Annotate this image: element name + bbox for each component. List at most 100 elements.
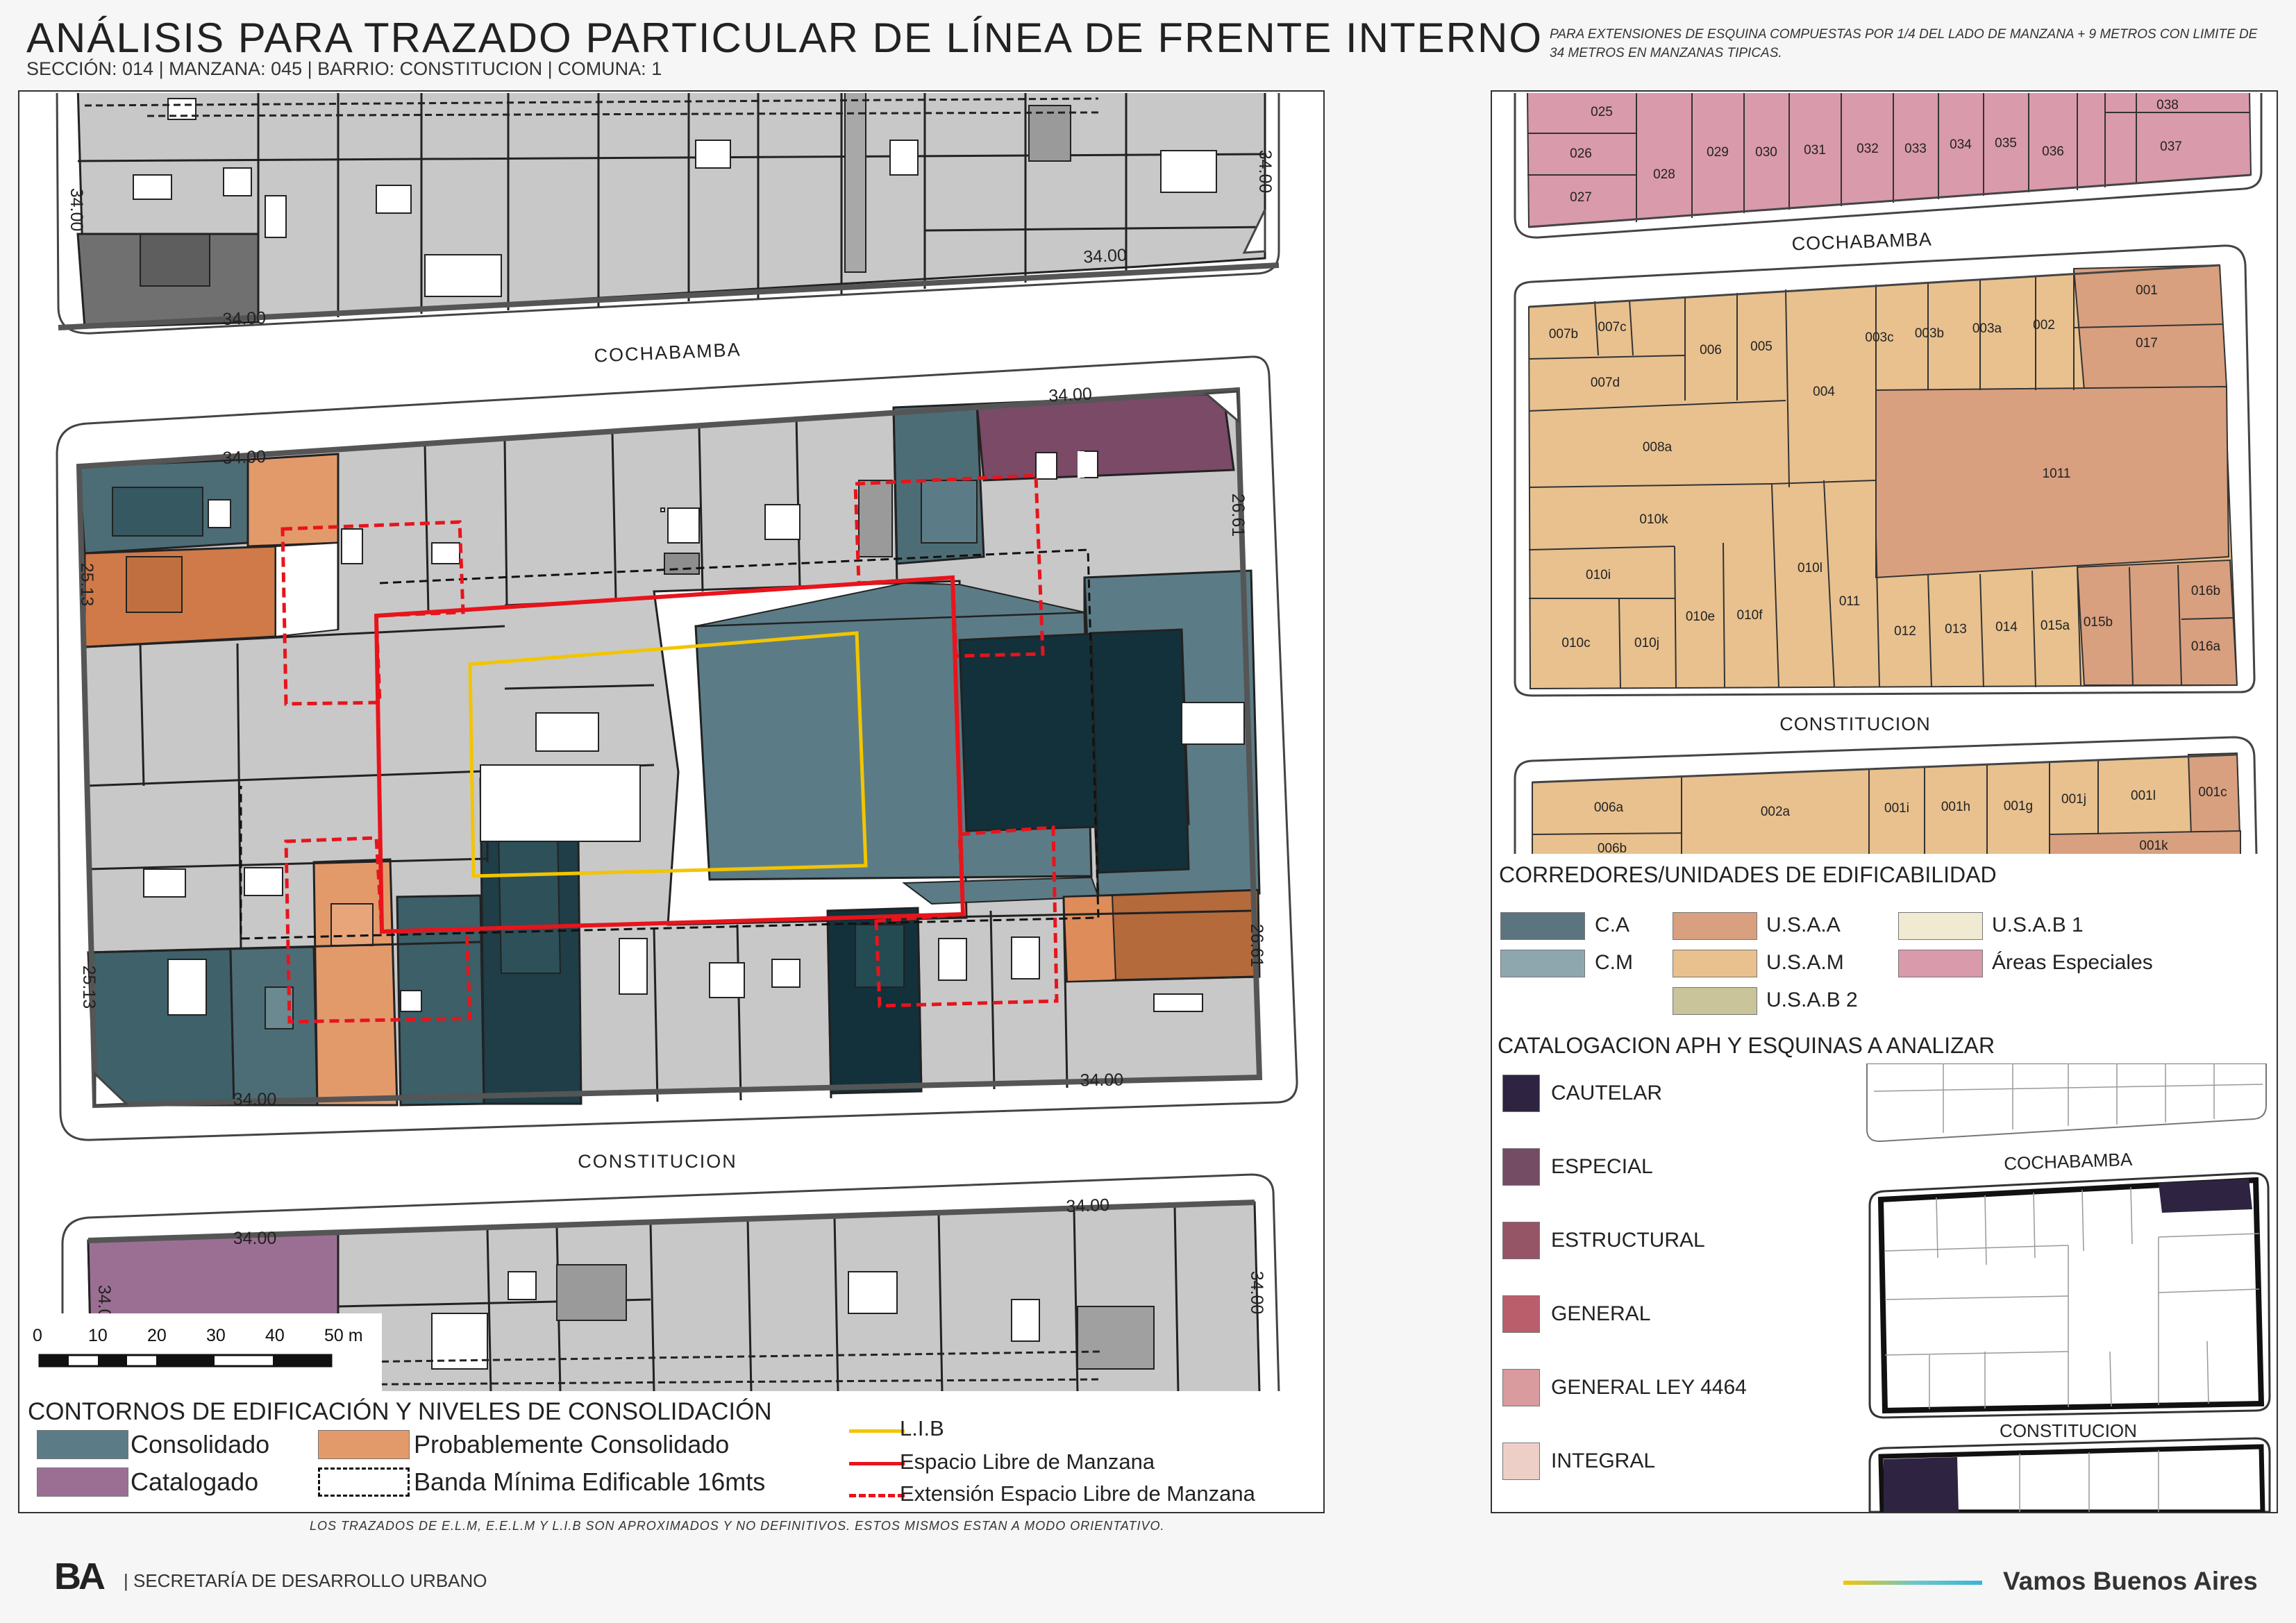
legend-label: GENERAL <box>1551 1302 1651 1325</box>
parcel-label: 010c <box>1561 636 1590 650</box>
dimension-label: 26.61 <box>1247 924 1266 968</box>
parcel-label: 003c <box>1865 330 1893 345</box>
brand-label: Vamos Buenos Aires <box>2003 1567 2258 1595</box>
parcel-label: 025 <box>1591 105 1613 119</box>
legend-swatch-usam <box>1673 950 1757 977</box>
legend-line-elm <box>849 1462 905 1465</box>
parcel-label: 006b <box>1598 841 1627 855</box>
parcel-label: 001 <box>2136 283 2158 298</box>
legend-label: U.S.A.B 2 <box>1766 989 1858 1011</box>
parcel-label: 016b <box>2191 584 2220 598</box>
legend-corredores-panel: CORREDORES/UNIDADES DE EDIFICABILIDAD C.… <box>1491 854 2278 1029</box>
legend-swatch-areas-especiales <box>1898 950 1983 977</box>
dimension-label: 34.00 <box>67 188 86 232</box>
parcel-map-panel: 025 026 027 028 029 030 031 032 033 034 … <box>1491 90 2278 857</box>
parcel-label: 010k <box>1639 512 1668 527</box>
dimension-label: 26.61 <box>1228 494 1248 537</box>
parcel-label: 014 <box>1995 620 2018 634</box>
legend-swatch-usab2 <box>1673 987 1757 1015</box>
parcel-label: 001l <box>2131 789 2156 803</box>
legend-label: INTEGRAL <box>1551 1449 1656 1472</box>
parcel-label: 002 <box>2033 318 2055 333</box>
legend-swatch-especial <box>1502 1148 1540 1186</box>
street-label-cochabamba-parcel: COCHABAMBA <box>1791 228 1932 254</box>
parcel-label: 001h <box>1941 800 1970 814</box>
dimension-label: 34.00 <box>1083 245 1128 267</box>
legend-swatch-consolidado <box>37 1430 128 1459</box>
parcel-label: 012 <box>1894 624 1916 639</box>
legend-label: Áreas Especiales <box>1992 951 2153 974</box>
scale-bar: 0 10 20 30 40 50 m <box>21 1313 382 1391</box>
page-subtitle: SECCIÓN: 014 | MANZANA: 045 | BARRIO: CO… <box>26 58 662 79</box>
parcel-label: 004 <box>1813 385 1835 399</box>
parcel-label: 010l <box>1798 561 1822 575</box>
mini-street-constitucion: CONSTITUCION <box>2000 1420 2137 1441</box>
parcel-label: 032 <box>1857 142 1879 156</box>
secretaria-label: | SECRETARÍA DE DESARROLLO URBANO <box>124 1570 487 1591</box>
parcel-label: 030 <box>1755 145 1777 160</box>
main-map: COCHABAMBA CONSTITUCION 34.00 34.00 34.0… <box>21 93 1322 1391</box>
scale-label: 40 <box>265 1326 285 1345</box>
scale-label: 10 <box>88 1326 108 1345</box>
dimension-label: 34.00 <box>1048 384 1093 405</box>
legend-swatch-ca <box>1500 912 1585 940</box>
parcel-label: 010f <box>1737 608 1763 623</box>
mini-street-cochabamba: COCHABAMBA <box>2004 1149 2134 1174</box>
parcel-label: 1011 <box>2043 466 2071 481</box>
legend-swatch-general <box>1502 1295 1540 1333</box>
parcel-label: 036 <box>2042 144 2064 159</box>
legend-label: CAUTELAR <box>1551 1082 1663 1104</box>
parcel-label: 002a <box>1761 805 1791 819</box>
legend-label: C.A <box>1595 914 1630 936</box>
legend-swatch-integral <box>1502 1443 1540 1480</box>
parcel-label: 007c <box>1598 320 1626 335</box>
legend-label: Banda Mínima Edificable 16mts <box>414 1468 766 1496</box>
legend-swatch-cm <box>1500 950 1585 977</box>
legend-swatch-usaa <box>1673 912 1757 940</box>
dimension-label: 34.00 <box>1247 1271 1266 1315</box>
legend-label: Consolidado <box>131 1430 270 1458</box>
legend-label: ESTRUCTURAL <box>1551 1229 1705 1252</box>
legend-swatch-general-ley <box>1502 1369 1540 1406</box>
dimension-label: 34.00 <box>233 1090 277 1109</box>
block-main <box>56 355 1298 1141</box>
legend-line-lib <box>849 1429 905 1433</box>
parcel-label: 031 <box>1804 143 1826 158</box>
legend-label: Catalogado <box>131 1468 259 1496</box>
main-map-panel: COCHABAMBA CONSTITUCION 34.00 34.00 34.0… <box>18 90 1325 1394</box>
brand-gradient-line <box>1843 1581 1982 1585</box>
parcel-label: 035 <box>1995 136 2017 151</box>
scale-label: 0 <box>33 1326 42 1345</box>
parcel-label: 010e <box>1686 609 1715 624</box>
street-label-constitucion: CONSTITUCION <box>578 1151 737 1172</box>
parcel-label: 006a <box>1594 800 1624 815</box>
parcel-label: 011 <box>1839 594 1860 609</box>
dimension-labels: 34.00 34.00 34.00 34.00 34.00 34.00 34.0… <box>67 150 1275 1329</box>
legend-swatch-catalogado <box>37 1468 128 1497</box>
parcel-label: 006 <box>1700 343 1722 358</box>
dimension-label: 25.13 <box>77 563 97 607</box>
dimension-label: 25.13 <box>79 966 99 1009</box>
parcel-label: 003b <box>1915 326 1944 341</box>
dimension-label: 34.00 <box>233 1229 277 1248</box>
parcel-labels: 025 026 027 028 029 030 031 032 033 034 … <box>1549 98 2227 855</box>
legend-label: U.S.A.B 1 <box>1992 914 2084 936</box>
dimension-label: 34.00 <box>1066 1195 1110 1216</box>
page-title: ANÁLISIS PARA TRAZADO PARTICULAR DE LÍNE… <box>26 15 1543 61</box>
parcel-label: 001k <box>2139 839 2168 853</box>
legend-label: ESPECIAL <box>1551 1155 1653 1178</box>
parcel-label: 001g <box>2004 799 2033 814</box>
parcel-label: 017 <box>2136 336 2158 351</box>
parcel-label: 007b <box>1549 327 1578 342</box>
parcel-label: 038 <box>2156 98 2179 112</box>
parcel-label: 028 <box>1653 167 1675 182</box>
parcel-label: 015a <box>2041 619 2070 633</box>
scale-label: 50 m <box>324 1326 363 1345</box>
scale-label: 30 <box>206 1326 226 1345</box>
dimension-label: 34.00 <box>1255 150 1275 194</box>
corner-mini-map: COCHABAMBA CONSTITUCION <box>1860 1063 2275 1512</box>
parcel-label: 033 <box>1904 142 1927 156</box>
parcel-label: 010j <box>1634 636 1659 650</box>
parcel-label: 001j <box>2061 792 2086 807</box>
parcel-label: 005 <box>1750 339 1773 354</box>
